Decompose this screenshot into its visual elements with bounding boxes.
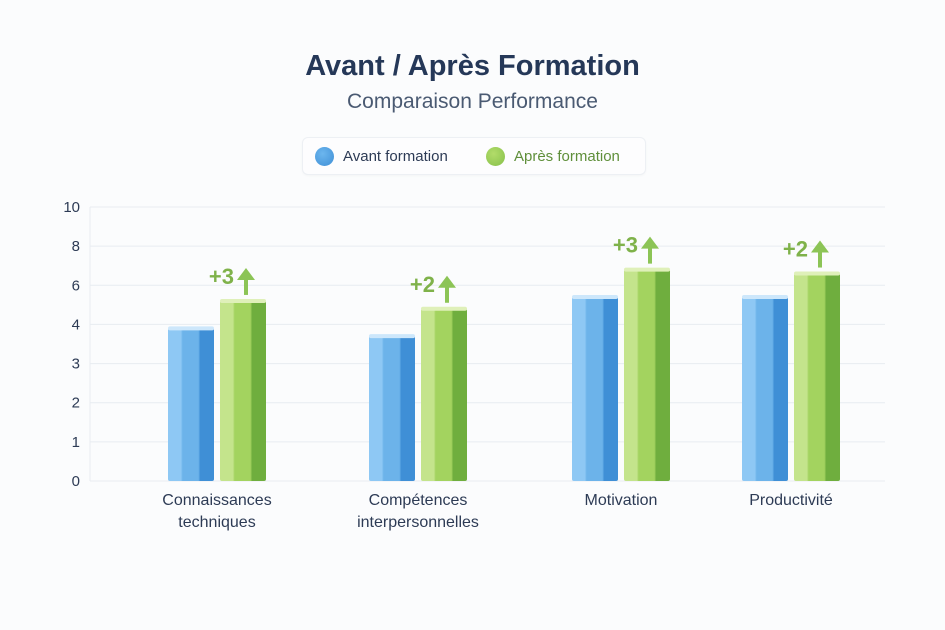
increase-label: +2 xyxy=(783,237,808,262)
y-tick-label: 8 xyxy=(72,238,80,255)
y-tick-label: 1 xyxy=(72,434,80,451)
up-arrow-head xyxy=(641,236,659,249)
bar-after-cap xyxy=(624,267,670,272)
bar-before-cap xyxy=(742,295,788,300)
x-category-label: Connaissances techniques xyxy=(162,492,271,531)
bar-before-cap xyxy=(168,326,214,331)
x-category-label: Compétences interpersonnelles xyxy=(357,492,479,531)
bar-before xyxy=(572,297,618,481)
up-arrow-icon xyxy=(811,240,829,268)
y-tick-label: 2 xyxy=(72,395,80,412)
green-dot-icon xyxy=(486,146,505,166)
bar-after xyxy=(624,269,670,481)
up-arrow-icon xyxy=(438,275,456,303)
x-category-label-line: interpersonnelles xyxy=(357,514,479,531)
y-tick-label: 4 xyxy=(72,316,80,333)
bar-after xyxy=(421,308,467,481)
legend-label-before: Avant formation xyxy=(343,147,448,165)
legend-label-after: Après formation xyxy=(514,147,620,165)
bar-before xyxy=(369,336,415,481)
bar-before-cap xyxy=(369,334,415,339)
x-category-label-line: Compétences xyxy=(369,492,468,509)
x-category-label-line: techniques xyxy=(178,514,255,531)
y-tick-label: 3 xyxy=(72,356,80,373)
bar-before xyxy=(742,297,788,481)
x-category-label-line: Productivité xyxy=(749,492,833,509)
up-arrow-head xyxy=(438,275,456,288)
increase-label: +3 xyxy=(209,264,234,289)
bar-before-cap xyxy=(572,295,618,300)
increase-label: +2 xyxy=(410,272,435,297)
up-arrow-icon xyxy=(237,267,255,295)
up-arrow-head xyxy=(237,267,255,280)
y-tick-label: 0 xyxy=(72,473,80,490)
legend-item-before[interactable]: Avant formation xyxy=(315,138,448,174)
legend: Avant formation Après formation xyxy=(302,137,646,175)
x-category-label-line: Connaissances xyxy=(162,492,271,509)
increase-label: +3 xyxy=(613,233,638,258)
x-category-label: Productivité xyxy=(749,492,833,509)
x-category-label: Motivation xyxy=(585,492,658,509)
x-category-label-line: Motivation xyxy=(585,492,658,509)
chart-title: Avant / Après Formation xyxy=(305,50,640,82)
legend-item-after[interactable]: Après formation xyxy=(486,138,620,174)
up-arrow-head xyxy=(811,240,829,253)
bar-before xyxy=(168,328,214,481)
up-arrow-icon xyxy=(641,236,659,264)
y-tick-label: 10 xyxy=(63,199,80,216)
bar-after xyxy=(794,273,840,481)
bar-after-cap xyxy=(421,306,467,311)
bar-after xyxy=(220,300,266,481)
blue-dot-icon xyxy=(315,146,334,166)
bar-after-cap xyxy=(794,271,840,276)
y-tick-label: 6 xyxy=(72,277,80,294)
chart-subtitle: Comparaison Performance xyxy=(347,90,598,113)
bar-after-cap xyxy=(220,298,266,303)
